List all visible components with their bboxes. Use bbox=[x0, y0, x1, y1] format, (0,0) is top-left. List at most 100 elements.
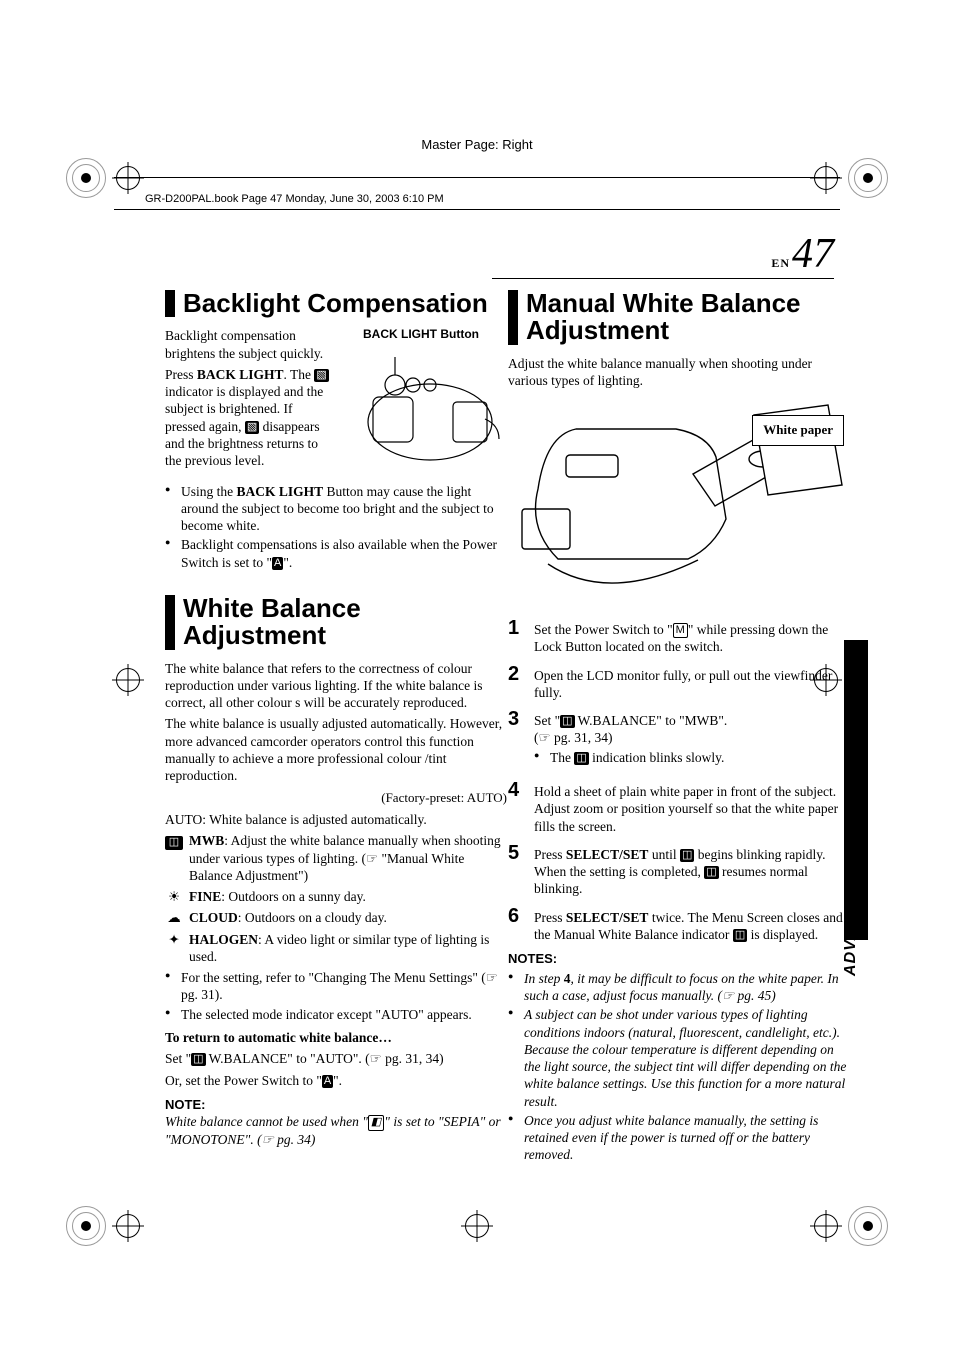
reg-cross-bl bbox=[108, 1206, 148, 1246]
wb-bullet-b: The selected mode indicator except "AUTO… bbox=[177, 1006, 507, 1023]
t: indication blinks slowly. bbox=[589, 750, 725, 765]
t: Open the LCD monitor fully, or pull out … bbox=[534, 664, 850, 702]
t: begins blinking rapidly. bbox=[694, 847, 825, 862]
wb-return-title: To return to automatic white balance… bbox=[165, 1029, 507, 1046]
t: Set " bbox=[165, 1051, 191, 1066]
step-num: 5 bbox=[508, 843, 526, 898]
t: Backlight compensations is also availabl… bbox=[181, 537, 497, 569]
page-en-label: EN bbox=[771, 256, 790, 270]
section-mwb-title: Manual White Balance Adjustment bbox=[508, 290, 850, 345]
mwb-icon: ◫ bbox=[733, 929, 747, 942]
t: , it may be difficult to focus on the wh… bbox=[524, 971, 839, 1003]
t: Press bbox=[534, 847, 566, 862]
mwb-blink-icon: ◫ bbox=[574, 752, 588, 765]
master-page-label: Master Page: Right bbox=[0, 137, 954, 152]
t: is displayed. bbox=[747, 927, 818, 942]
pointer-icon: ☞ bbox=[539, 730, 551, 745]
step-1: 1 Set the Power Switch to "M" while pres… bbox=[508, 618, 850, 656]
wb-icon: ◫ bbox=[191, 1053, 205, 1066]
t: In step bbox=[524, 971, 564, 986]
t: When the setting is completed, bbox=[534, 864, 704, 879]
wb-cloud: ☁ CLOUD: Outdoors on a cloudy day. bbox=[165, 909, 507, 926]
t: ". bbox=[283, 555, 292, 570]
step-5: 5 Press SELECT/SET until ◫ begins blinki… bbox=[508, 843, 850, 898]
pointer-icon: ☞ bbox=[370, 1051, 382, 1066]
reg-bullseye-bl bbox=[66, 1206, 106, 1246]
note-2: A subject can be shot under various type… bbox=[520, 1006, 850, 1110]
section-backlight-title: Backlight Compensation bbox=[165, 290, 507, 317]
step-num: 6 bbox=[508, 906, 526, 944]
wb-mwb: ◫ MWB: Adjust the white balance manually… bbox=[165, 832, 507, 884]
t: : Outdoors on a cloudy day. bbox=[238, 910, 387, 925]
t: Using the bbox=[181, 484, 237, 499]
t: . The bbox=[284, 367, 315, 382]
t: HALOGEN bbox=[189, 932, 258, 947]
side-tab-label: ADVANCED FEATURES bbox=[842, 780, 860, 976]
t: W.BALANCE" to "MWB". bbox=[575, 713, 728, 728]
t: SELECT/SET bbox=[566, 847, 649, 862]
reg-cross-tl bbox=[108, 158, 148, 198]
wb-bullets: For the setting, refer to "Changing The … bbox=[165, 969, 507, 1023]
reg-cross-tr bbox=[806, 158, 846, 198]
step-3-sub: The ◫ indication blinks slowly. bbox=[546, 749, 850, 766]
bookmeta-rule-top bbox=[114, 177, 840, 178]
wb-fine: ☀ FINE: Outdoors on a sunny day. bbox=[165, 888, 507, 905]
t: MWB bbox=[189, 833, 224, 848]
page-number: EN47 bbox=[771, 230, 834, 278]
step-4: 4 Hold a sheet of plain white paper in f… bbox=[508, 780, 850, 835]
notes-list: In step 4, it may be difficult to focus … bbox=[508, 970, 850, 1164]
t: Set " bbox=[534, 713, 560, 728]
page-number-value: 47 bbox=[792, 231, 834, 277]
pointer-icon: ☞ bbox=[366, 851, 378, 866]
effect-icon: ◧ bbox=[368, 1115, 384, 1130]
t: Press bbox=[534, 910, 566, 925]
step-num: 1 bbox=[508, 618, 526, 656]
t: Hold a sheet of plain white paper in fro… bbox=[534, 780, 850, 835]
backlight-button-label: BACK LIGHT Button bbox=[335, 327, 507, 342]
wb-p2: The white balance is usually adjusted au… bbox=[165, 715, 507, 784]
book-metadata: GR-D200PAL.book Page 47 Monday, June 30,… bbox=[145, 193, 444, 205]
note-3: Once you adjust white balance manually, … bbox=[520, 1112, 850, 1164]
mwb-icon: ◫ bbox=[165, 836, 183, 849]
mwb-icon: ◫ bbox=[680, 849, 694, 862]
camera-illustration-backlight bbox=[335, 347, 507, 477]
t: W.BALANCE" to "AUTO". ( bbox=[206, 1051, 370, 1066]
t: pg. 31, 34) bbox=[382, 1051, 444, 1066]
page-number-rule bbox=[492, 278, 834, 279]
t: CLOUD bbox=[189, 910, 238, 925]
wb-auto: AUTO: White balance is adjusted automati… bbox=[165, 811, 507, 828]
white-paper-figure: White paper bbox=[508, 399, 850, 604]
step-num: 3 bbox=[508, 709, 526, 772]
step-num: 2 bbox=[508, 664, 526, 702]
mwb-intro: Adjust the white balance manually when s… bbox=[508, 355, 850, 390]
wb-note-head: NOTE: bbox=[165, 1097, 507, 1114]
t: pg. 31, 34) bbox=[551, 730, 613, 745]
wb-return-b: Or, set the Power Switch to "A". bbox=[165, 1072, 507, 1089]
wb-factory: (Factory-preset: AUTO) bbox=[165, 790, 507, 807]
auto-icon: A bbox=[322, 1075, 333, 1088]
bookmeta-rule-bottom bbox=[114, 209, 840, 210]
backlight-icon: ▧ bbox=[245, 421, 259, 434]
t: pg. 34) bbox=[274, 1132, 316, 1147]
backlight-bullet-1: Using the BACK LIGHT Button may cause th… bbox=[177, 483, 507, 535]
backlight-bullet-2: Backlight compensations is also availabl… bbox=[177, 536, 507, 571]
left-column: Backlight Compensation BACK LIGHT Button bbox=[165, 290, 507, 1152]
section-wb-title: White Balance Adjustment bbox=[165, 595, 507, 650]
reg-bullseye-tr bbox=[848, 158, 888, 198]
reg-cross-bc bbox=[457, 1206, 497, 1246]
reg-cross-br bbox=[806, 1206, 846, 1246]
step-3: 3 Set "◫ W.BALANCE" to "MWB". (☞ pg. 31,… bbox=[508, 709, 850, 772]
wb-bullet-a: For the setting, refer to "Changing The … bbox=[177, 969, 507, 1004]
t: ". bbox=[333, 1073, 342, 1088]
t: FINE bbox=[189, 889, 221, 904]
pointer-icon: ☞ bbox=[486, 970, 498, 985]
m-icon: M bbox=[673, 623, 688, 638]
t: : Outdoors on a sunny day. bbox=[221, 889, 366, 904]
pointer-icon: ☞ bbox=[262, 1132, 274, 1147]
right-column: Manual White Balance Adjustment Adjust t… bbox=[508, 290, 850, 1170]
pointer-icon: ☞ bbox=[722, 988, 734, 1003]
t: For the setting, refer to "Changing The … bbox=[181, 970, 486, 985]
notes-head: NOTES: bbox=[508, 951, 850, 968]
t: Press bbox=[165, 367, 197, 382]
t: SELECT/SET bbox=[566, 910, 649, 925]
